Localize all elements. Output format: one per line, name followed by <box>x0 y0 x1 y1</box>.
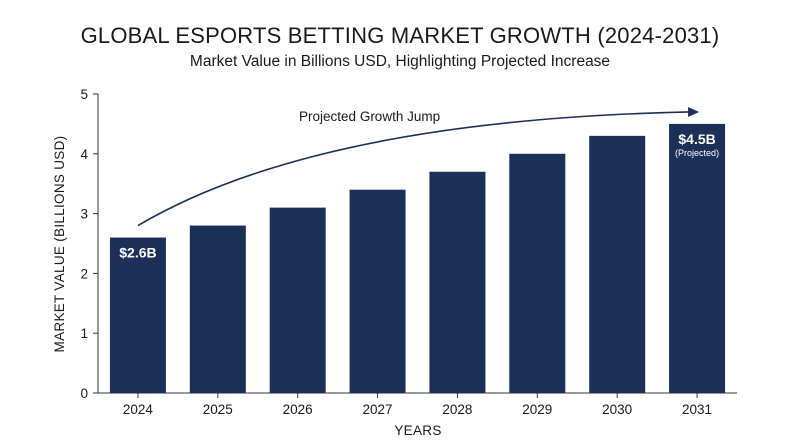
x-tick-label: 2031 <box>682 402 712 417</box>
y-tick-label: 1 <box>80 326 88 341</box>
data-label-note-2031: (Projected) <box>675 148 719 158</box>
bar-2029 <box>509 153 566 393</box>
bar-2028 <box>429 171 486 393</box>
x-tick-label: 2024 <box>123 402 154 417</box>
growth-arrow-line <box>137 111 690 227</box>
data-label-2024: $2.6B <box>119 245 156 261</box>
bars <box>109 123 726 394</box>
bar-2031 <box>669 123 726 394</box>
x-tick-label: 2028 <box>442 402 472 417</box>
x-tick-label: 2025 <box>203 402 233 417</box>
y-tick-label: 4 <box>80 147 88 162</box>
y-tick-label: 5 <box>80 87 88 102</box>
x-tick-label: 2029 <box>522 402 552 417</box>
data-labels: $2.6B $4.5B(Projected) <box>119 131 719 261</box>
x-tick-label: 2026 <box>283 402 313 417</box>
bar-2030 <box>589 135 646 394</box>
x-tick-label: 2027 <box>363 402 393 417</box>
y-axis: 0 1 2 3 4 5 <box>80 87 99 401</box>
bar-2024 <box>109 237 166 393</box>
bar-2025 <box>189 225 246 393</box>
growth-annotation-label: Projected Growth Jump <box>299 109 440 124</box>
bar-2026 <box>269 207 326 393</box>
chart-subtitle: Market Value in Billions USD, Highlighti… <box>189 53 611 70</box>
x-tick-label: 2030 <box>602 402 632 417</box>
chart-title: GLOBAL ESPORTS BETTING MARKET GROWTH (20… <box>80 23 720 48</box>
y-tick-label: 0 <box>80 386 88 401</box>
bar-2027 <box>349 189 406 393</box>
data-label-2031: $4.5B <box>678 131 715 147</box>
y-axis-title: MARKET VALUE (BILLIONS USD) <box>52 136 67 353</box>
y-tick-label: 3 <box>80 207 88 222</box>
x-axis-title: YEARS <box>394 423 441 438</box>
x-axis: 2024 2025 2026 2027 2028 2029 2030 2031 <box>98 392 737 417</box>
y-tick-label: 2 <box>80 266 88 281</box>
growth-arrow-head <box>688 106 700 117</box>
growth-annotation: Projected Growth Jump <box>137 106 700 227</box>
